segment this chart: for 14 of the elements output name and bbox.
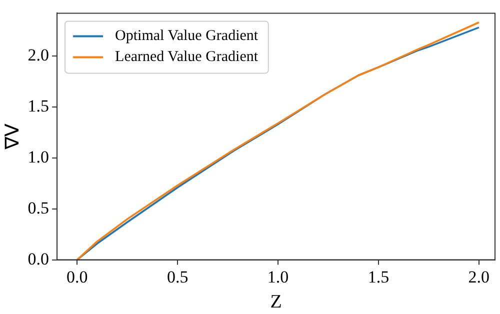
y-axis-title: ∇V bbox=[1, 124, 24, 150]
x-tick-label: 0.5 bbox=[166, 267, 188, 286]
y-tick-label: 1.5 bbox=[28, 96, 50, 116]
x-tick-label: 2.0 bbox=[468, 267, 490, 286]
y-tick-label: 2.0 bbox=[28, 45, 50, 64]
x-tick-label: 0.0 bbox=[66, 267, 88, 286]
y-tick-label: 0.5 bbox=[28, 198, 50, 218]
y-tick-label: 0.0 bbox=[28, 249, 50, 268]
legend-label: Learned Value Gradient bbox=[115, 49, 259, 66]
x-axis-title: Z bbox=[270, 292, 282, 313]
legend-label: Optimal Value Gradient bbox=[115, 28, 259, 44]
y-tick-label: 1.0 bbox=[28, 147, 50, 166]
x-tick-label: 1.5 bbox=[368, 267, 390, 286]
x-tick-label: 1.0 bbox=[267, 267, 289, 286]
